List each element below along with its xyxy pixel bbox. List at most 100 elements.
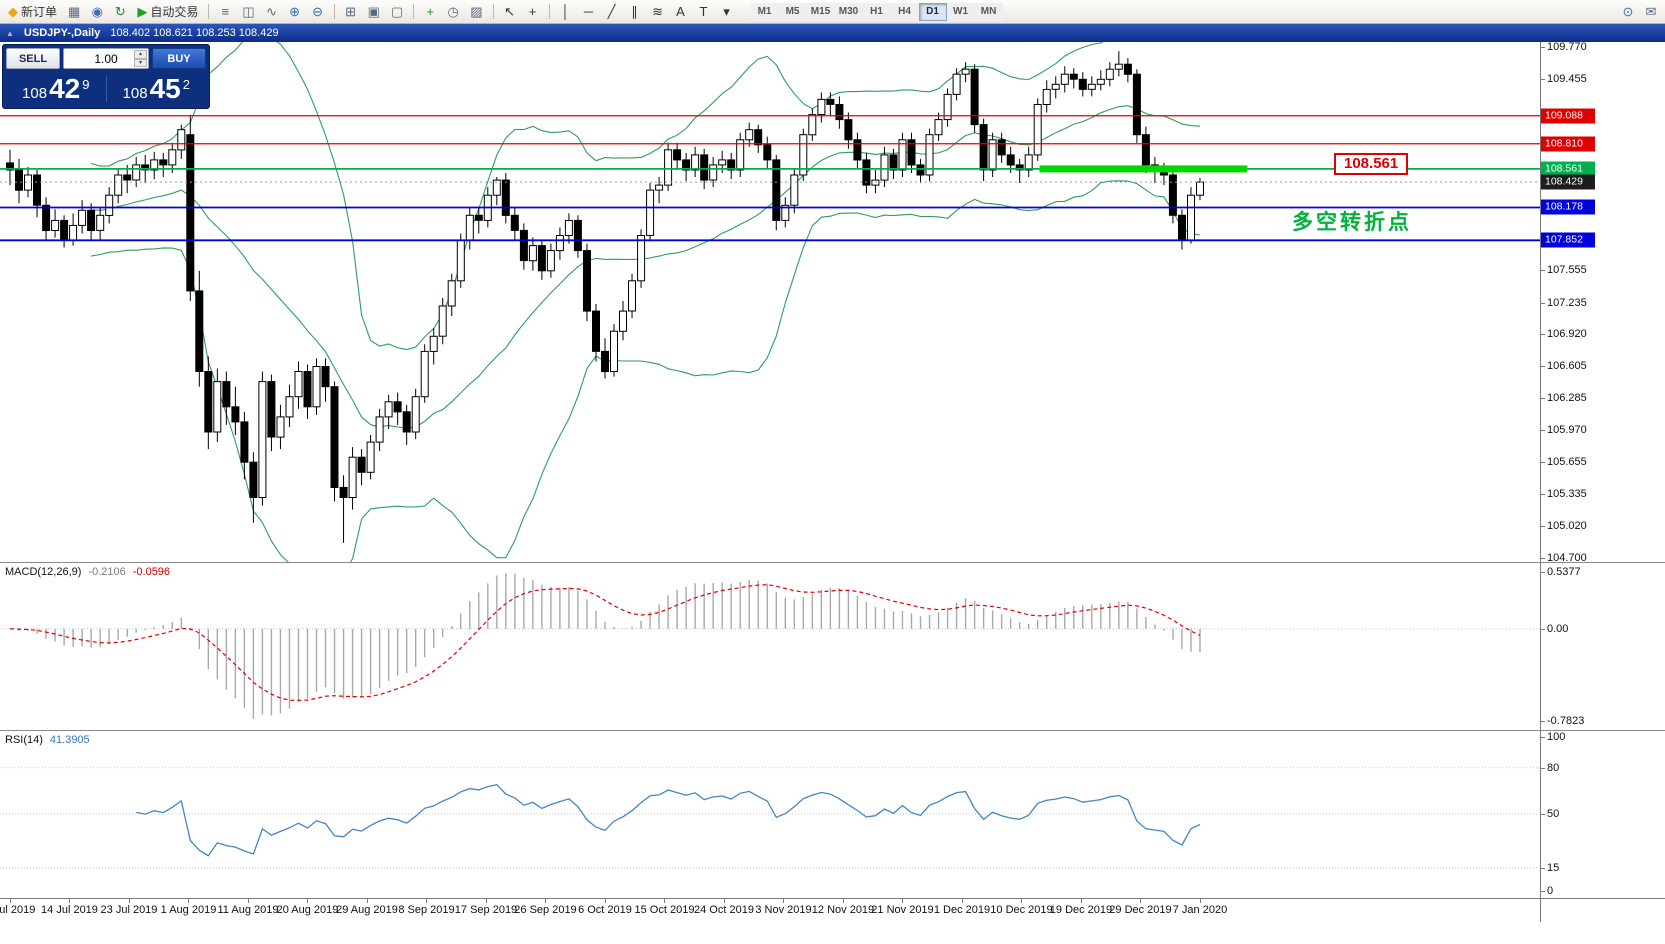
- line-chart-icon: ∿: [266, 5, 277, 18]
- timeframe-w1[interactable]: W1: [947, 3, 975, 21]
- charts-grid-icon[interactable]: ▦: [63, 2, 85, 22]
- macd-plot-surface[interactable]: [0, 563, 1540, 729]
- vertical-line-icon[interactable]: │: [555, 2, 577, 22]
- text-icon: A: [676, 5, 685, 18]
- bid-price: 108 42 9: [6, 76, 106, 102]
- price-axis-label: 104.700: [1547, 552, 1587, 562]
- time-tick: [248, 899, 249, 903]
- price-chart-surface[interactable]: [0, 42, 1540, 562]
- label-icon[interactable]: T: [693, 2, 715, 22]
- axis-tick: [1541, 366, 1545, 367]
- price-tag-109.088[interactable]: 109.088: [1541, 108, 1595, 123]
- chart-shift-icon[interactable]: ▢: [386, 2, 408, 22]
- bollinger-bands: [91, 42, 1200, 562]
- channel-icon[interactable]: ∥: [624, 2, 646, 22]
- refresh-icon[interactable]: ↻: [109, 2, 131, 22]
- pivot-note-text[interactable]: 多空转折点: [1292, 206, 1412, 236]
- macd-signal-line: [10, 585, 1200, 701]
- axis-tick: [1541, 768, 1545, 769]
- timeframe-group: M1M5M15M30H1H4D1W1MN: [751, 3, 1003, 21]
- crosshair-icon[interactable]: +: [522, 2, 544, 22]
- timeframe-m5[interactable]: M5: [779, 3, 807, 21]
- rsi-axis: 1008050150: [1540, 731, 1665, 898]
- pivot-highlight-bar[interactable]: [1040, 165, 1248, 172]
- bar-chart-icon[interactable]: ≡: [214, 2, 236, 22]
- sell-button[interactable]: SELL: [6, 48, 60, 69]
- candlestick-chart-icon[interactable]: ◫: [237, 2, 259, 22]
- cursor-icon[interactable]: ↖: [499, 2, 521, 22]
- axis-tick: [1541, 79, 1545, 80]
- timeframe-mn[interactable]: MN: [975, 3, 1003, 21]
- new-order-button-label: 新订单: [21, 3, 57, 20]
- tile-windows-icon[interactable]: ⊞: [340, 2, 362, 22]
- axis-tick: [1541, 629, 1545, 630]
- search-icon[interactable]: ⊙: [1617, 2, 1639, 22]
- rsi-plot-surface[interactable]: [0, 731, 1540, 897]
- shapes-dropdown-icon[interactable]: ▾: [716, 2, 738, 22]
- zoom-in-icon[interactable]: ⊕: [284, 2, 306, 22]
- price-axis-label: 107.235: [1547, 297, 1587, 309]
- rsi-axis-label: 100: [1547, 731, 1565, 743]
- periods-icon[interactable]: ◷: [442, 2, 464, 22]
- horizontal-line-icon[interactable]: ─: [578, 2, 600, 22]
- chat-icon[interactable]: ✉: [1640, 2, 1662, 22]
- volume-decrease-button[interactable]: ▾: [134, 59, 147, 68]
- macd-axis-min: -0.7823: [1547, 715, 1584, 727]
- rsi-axis-label: 50: [1547, 808, 1559, 820]
- text-icon[interactable]: A: [670, 2, 692, 22]
- bottom-filler: [0, 922, 1665, 944]
- price-tag-108.178[interactable]: 108.178: [1541, 200, 1595, 215]
- time-tick: [69, 899, 70, 903]
- time-axis-label: 20 Aug 2019: [277, 904, 339, 916]
- buy-button[interactable]: BUY: [152, 48, 206, 69]
- price-annotation-label[interactable]: 108.561: [1334, 153, 1408, 175]
- chart-titlebar: ▲ USDJPY-,Daily 108.402 108.621 108.253 …: [0, 24, 1665, 42]
- axis-corner-divider: [1540, 899, 1541, 922]
- chat-icon: ✉: [1646, 5, 1657, 18]
- refresh-icon: ↻: [115, 5, 126, 18]
- templates-icon[interactable]: ▨: [465, 2, 487, 22]
- timeframe-m1[interactable]: M1: [751, 3, 779, 21]
- candlestick-chart-icon: ◫: [242, 5, 254, 18]
- indicators-icon[interactable]: +: [419, 2, 441, 22]
- time-axis-label: 8 Sep 2019: [398, 904, 454, 916]
- trendline-icon[interactable]: ╱: [601, 2, 623, 22]
- fibonacci-icon[interactable]: ≋: [647, 2, 669, 22]
- price-axis-label: 106.920: [1547, 328, 1587, 340]
- auto-scroll-icon[interactable]: ▣: [363, 2, 385, 22]
- time-tick: [129, 899, 130, 903]
- time-axis-label: 11 Aug 2019: [218, 904, 279, 916]
- volume-increase-button[interactable]: ▴: [134, 50, 147, 59]
- timeframe-h4[interactable]: H4: [891, 3, 919, 21]
- time-axis-label: 1 Dec 2019: [934, 904, 990, 916]
- axis-tick: [1541, 270, 1545, 271]
- line-chart-icon[interactable]: ∿: [261, 2, 283, 22]
- timeframe-m30[interactable]: M30: [835, 3, 863, 21]
- time-axis-label: 15 Oct 2019: [635, 904, 695, 916]
- rsi-value: 41.3905: [50, 734, 90, 746]
- price-tag-107.852[interactable]: 107.852: [1541, 233, 1595, 248]
- volume-field[interactable]: 1.00 ▴ ▾: [63, 48, 149, 69]
- timeframe-h1[interactable]: H1: [863, 3, 891, 21]
- indicators-icon: +: [426, 5, 434, 18]
- zoom-out-icon[interactable]: ⊖: [307, 2, 329, 22]
- timeframe-m15[interactable]: M15: [807, 3, 835, 21]
- autotrading-button[interactable]: ▶自动交易: [132, 2, 203, 22]
- price-tag-108.810[interactable]: 108.810: [1541, 136, 1595, 151]
- time-tick: [10, 899, 11, 903]
- price-tag-108.429[interactable]: 108.429: [1541, 175, 1595, 190]
- timeframe-d1[interactable]: D1: [919, 3, 947, 21]
- collapse-chart-icon[interactable]: ▲: [6, 29, 14, 38]
- profiles-icon[interactable]: ◉: [86, 2, 108, 22]
- macd-axis: 0.53770.00-0.7823: [1540, 563, 1665, 730]
- macd-header: MACD(12,26,9) -0.2106 -0.0596: [5, 566, 170, 578]
- time-axis-label: 29 Dec 2019: [1109, 904, 1171, 916]
- time-tick: [1140, 899, 1141, 903]
- time-tick: [426, 899, 427, 903]
- mt4-window: ◆新订单▦◉↻▶自动交易≡◫∿⊕⊖⊞▣▢+◷▨↖+│─╱∥≋AT▾M1M5M15…: [0, 0, 1665, 944]
- rsi-indicator-panel: 1008050150 RSI(14) 41.3905: [0, 730, 1665, 898]
- axis-tick: [1541, 303, 1545, 304]
- price-axis-label: 107.555: [1547, 264, 1587, 276]
- new-order-button[interactable]: ◆新订单: [3, 2, 62, 22]
- periods-icon: ◷: [448, 5, 459, 18]
